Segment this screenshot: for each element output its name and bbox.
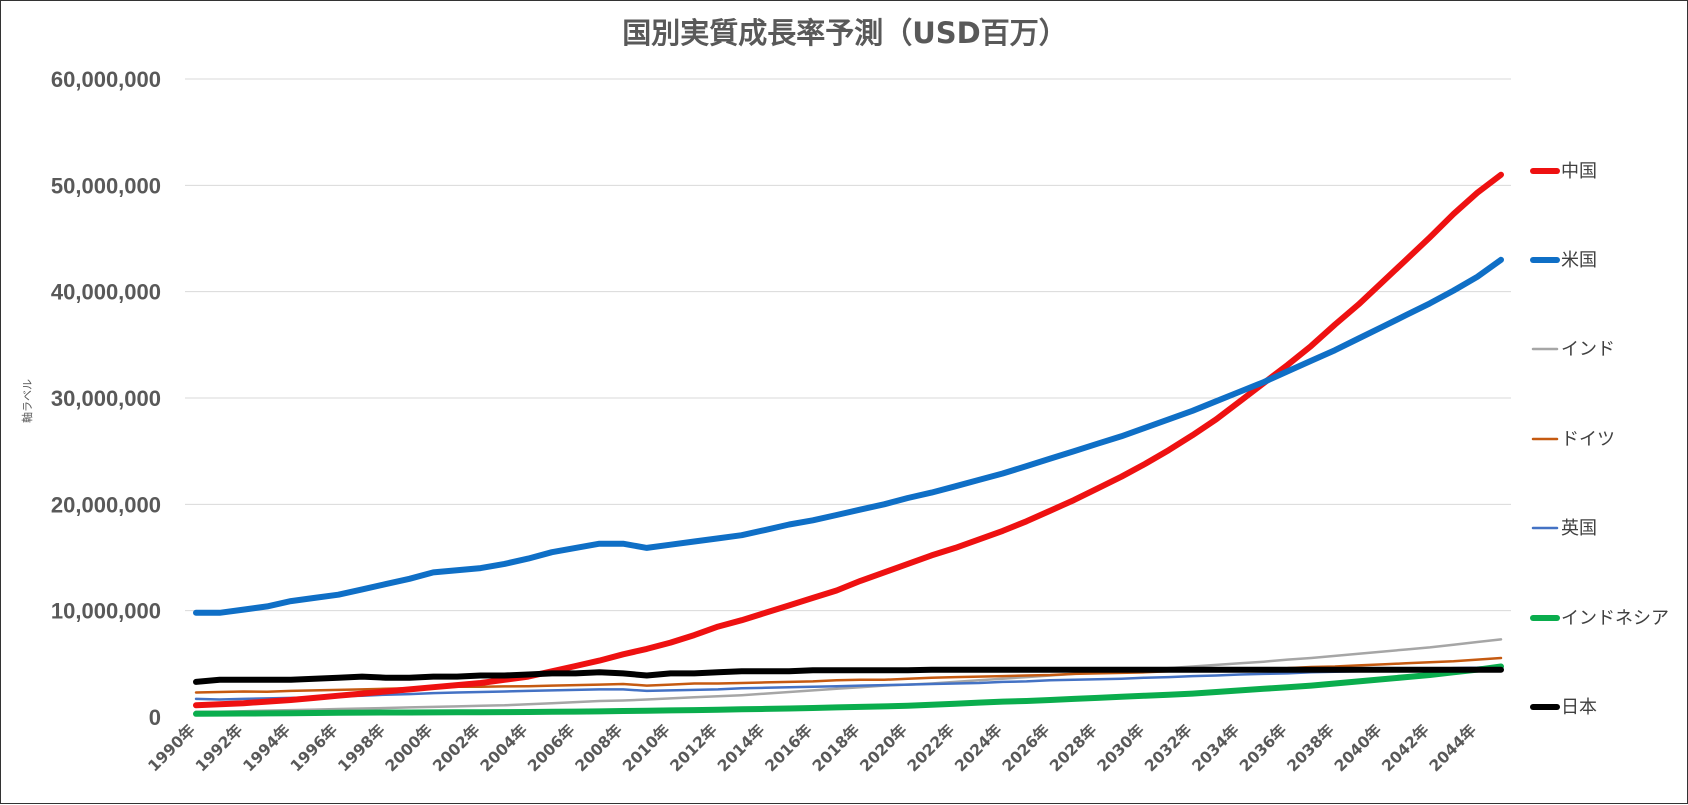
y-axis-ticks: 0 10,000,000 20,000,000 30,000,000 40,000,00… (51, 67, 161, 730)
x-tick-label: 2028年 (1046, 720, 1101, 775)
legend-label: 英国 (1561, 518, 1597, 539)
legend-label: インドネシア (1561, 608, 1669, 629)
legend-item: インド (1531, 339, 1615, 360)
series-line (193, 171, 1504, 709)
y-tick-label: 50,000,000 (51, 173, 161, 198)
legend-item: 中国 (1530, 161, 1597, 182)
x-tick-label: 2010年 (618, 720, 673, 775)
series-line (194, 638, 1503, 713)
y-tick-label: 60,000,000 (51, 67, 161, 92)
legend-item: インドネシア (1530, 608, 1669, 629)
legend-label: 中国 (1561, 161, 1597, 182)
series-line (193, 256, 1504, 616)
x-tick-label: 2004年 (476, 720, 531, 775)
x-tick-label: 2018年 (808, 720, 863, 775)
y-axis-label: 軸ラベル (20, 379, 34, 423)
chart-title: 国別実質成長率予測（USD百万） (622, 16, 1068, 50)
y-tick-label: 40,000,000 (51, 280, 161, 305)
x-tick-label: 2020年 (856, 720, 911, 775)
x-tick-label: 2008年 (571, 720, 626, 775)
x-axis-ticks: 1990年1992年1994年1996年1998年2000年2002年2004年… (144, 720, 1481, 775)
x-tick-label: 2016年 (761, 720, 816, 775)
x-tick-label: 2006年 (524, 720, 579, 775)
y-tick-label: 10,000,000 (51, 599, 161, 624)
legend-label: インド (1561, 339, 1615, 360)
x-tick-label: 2036年 (1235, 720, 1290, 775)
x-tick-label: 2022年 (903, 720, 958, 775)
x-tick-label: 1992年 (191, 720, 246, 775)
x-tick-label: 2012年 (666, 720, 721, 775)
x-tick-label: 2038年 (1283, 720, 1338, 775)
grid-lines (185, 78, 1511, 612)
series-lines (193, 171, 1504, 717)
legend-label: 米国 (1561, 250, 1597, 271)
series-line (194, 665, 1503, 701)
x-tick-label: 2034年 (1188, 720, 1243, 775)
legend-item: 日本 (1530, 697, 1597, 718)
x-tick-label: 2002年 (429, 720, 484, 775)
x-tick-label: 1994年 (239, 720, 294, 775)
legend-label: 日本 (1561, 697, 1597, 718)
y-tick-label: 30,000,000 (51, 386, 161, 411)
series-line (193, 663, 1504, 717)
legend-item: 英国 (1531, 518, 1597, 539)
x-tick-label: 1998年 (334, 720, 389, 775)
x-tick-label: 2014年 (713, 720, 768, 775)
y-tick-label: 20,000,000 (51, 492, 161, 517)
x-tick-label: 2040年 (1330, 720, 1385, 775)
x-tick-label: 2000年 (381, 720, 436, 775)
series-line (193, 666, 1504, 685)
x-tick-label: 2044年 (1425, 720, 1480, 775)
legend-label: ドイツ (1561, 429, 1615, 450)
x-tick-label: 1996年 (286, 720, 341, 775)
y-tick-label: 0 (149, 705, 161, 730)
legend-item: 米国 (1530, 250, 1597, 271)
x-tick-label: 2032年 (1140, 720, 1195, 775)
x-tick-label: 2042年 (1378, 720, 1433, 775)
x-tick-label: 2026年 (998, 720, 1053, 775)
legend-item: ドイツ (1531, 429, 1615, 450)
x-tick-label: 2030年 (1093, 720, 1148, 775)
x-tick-label: 2024年 (951, 720, 1006, 775)
